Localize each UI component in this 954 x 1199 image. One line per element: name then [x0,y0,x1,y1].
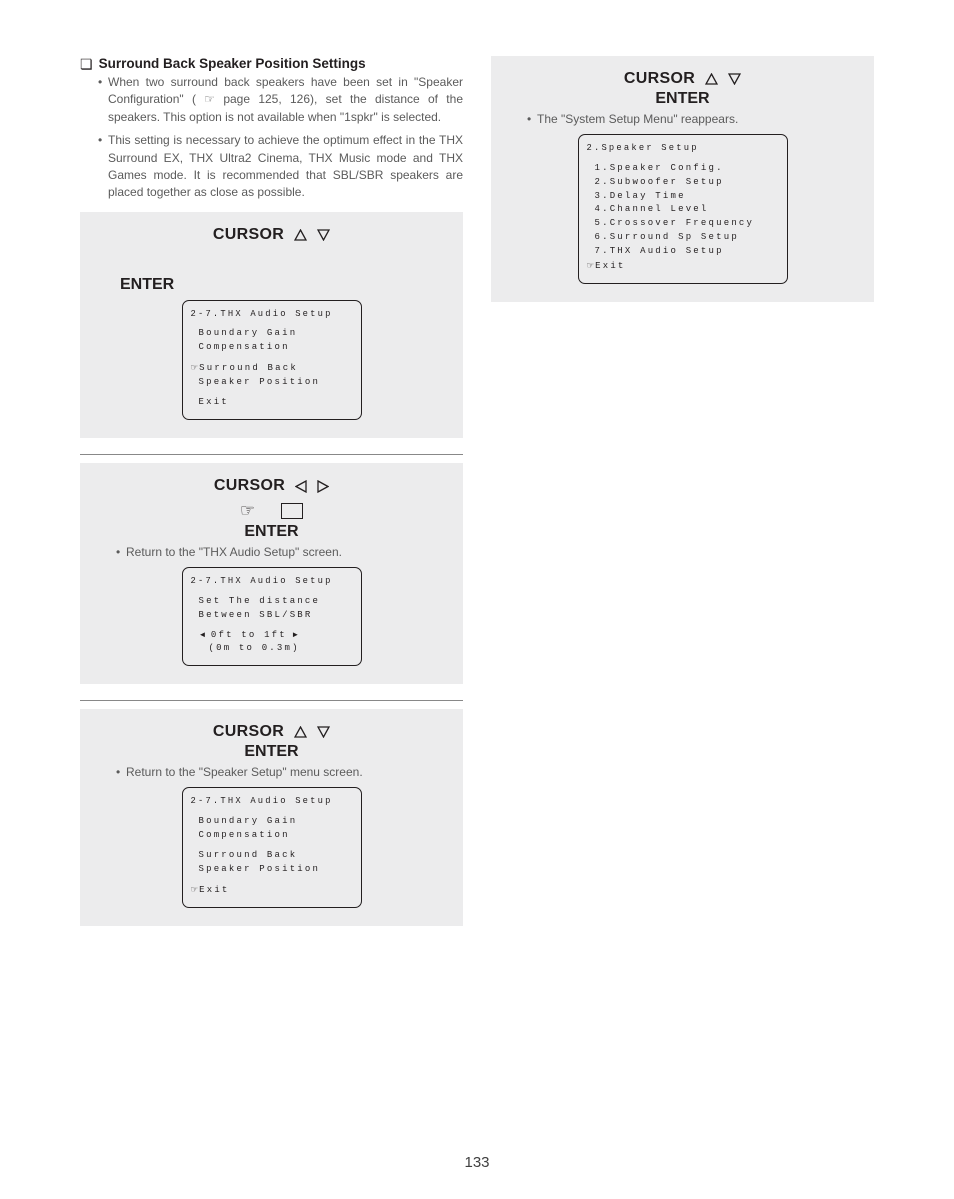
screen-exit: Exit [191,396,353,410]
screen-line: Boundary Gain [191,815,353,829]
triangle-left-icon [295,480,307,493]
screen-title: 2.Speaker Setup [587,142,779,156]
left-column: ❏ Surround Back Speaker Position Setting… [80,56,463,932]
page-ref-box [281,503,303,519]
menu-item: 5.Crossover Frequency [587,217,779,231]
screen-line: Surround Back [191,849,353,863]
screen-line: Speaker Position [191,376,353,390]
step2-block: CURSOR ☞ ENTER Return to the "THX Audio … [80,463,463,684]
menu-item: 2.Subwoofer Setup [587,176,779,190]
right-block: CURSOR ENTER The "System Setup Menu" rea… [491,56,874,302]
screen-line: Compensation [191,829,353,843]
step3-block: CURSOR ENTER Return to the "Speaker Setu… [80,709,463,925]
intro-bullet-1: When two surround back speakers have bee… [98,74,463,126]
section-heading: Surround Back Speaker Position Settings [99,56,366,71]
screen-line: Between SBL/SBR [191,609,353,623]
triangle-down-icon [317,229,330,241]
divider [80,454,463,455]
enter-label: ENTER [94,743,449,761]
screen-value-row: ◄ 0ft to 1ft ► [191,629,353,643]
enter-label: ENTER [505,90,860,108]
cursor-label: CURSOR [213,226,284,244]
menu-item: 3.Delay Time [587,190,779,204]
step2-screen: 2-7.THX Audio Setup Set The distance Bet… [182,567,362,666]
screen-value-sub: (0m to 0.3m) [191,642,353,656]
screen-line: Compensation [191,341,353,355]
step2-cursor-row: CURSOR [94,477,449,495]
step3-note: Return to the "Speaker Setup" menu scree… [116,765,449,779]
enter-label: ENTER [94,523,449,541]
step2-note: Return to the "THX Audio Setup" screen. [116,545,449,559]
menu-item: 1.Speaker Config. [587,162,779,176]
screen-line-selected: Surround Back [191,361,353,376]
screen-title: 2-7.THX Audio Setup [191,308,353,322]
step3-cursor-row: CURSOR [94,723,449,741]
screen-title: 2-7.THX Audio Setup [191,575,353,589]
intro-bullets: When two surround back speakers have bee… [98,74,463,202]
triangle-right-icon [317,480,329,493]
screen-exit-selected: Exit [191,883,353,898]
cursor-label: CURSOR [213,723,284,741]
right-note: The "System Setup Menu" reappears. [527,112,860,126]
screen-line: Speaker Position [191,863,353,877]
triangle-up-icon [294,229,307,241]
menu-item: 4.Channel Level [587,203,779,217]
hand-point-icon: ☞ [240,501,255,521]
screen-exit-selected: Exit [587,259,779,274]
step3-screen: 2-7.THX Audio Setup Boundary Gain Compen… [182,787,362,907]
triangle-up-icon [705,73,718,85]
triangle-down-icon [728,73,741,85]
step1-block: CURSOR ENTER 2-7.THX Audio Setup Boundar… [80,212,463,438]
screen-line: Boundary Gain [191,327,353,341]
triangle-down-icon [317,726,330,738]
divider [80,700,463,701]
cursor-label: CURSOR [624,70,695,88]
step1-screen: 2-7.THX Audio Setup Boundary Gain Compen… [182,300,362,420]
triangle-up-icon [294,726,307,738]
screen-line: Set The distance [191,595,353,609]
page-ref-row: ☞ [94,501,449,521]
cursor-label: CURSOR [214,477,285,495]
intro-bullet-2: This setting is necessary to achieve the… [98,132,463,202]
section-heading-row: ❏ Surround Back Speaker Position Setting… [80,56,463,71]
right-cursor-row: CURSOR [505,70,860,88]
screen-title: 2-7.THX Audio Setup [191,795,353,809]
menu-item: 7.THX Audio Setup [587,245,779,259]
step1-cursor-row: CURSOR [94,226,449,244]
right-column: CURSOR ENTER The "System Setup Menu" rea… [491,56,874,932]
page-number: 133 [0,1154,954,1171]
right-screen: 2.Speaker Setup 1.Speaker Config. 2.Subw… [578,134,788,284]
square-bullet-icon: ❏ [80,57,93,71]
menu-item: 6.Surround Sp Setup [587,231,779,245]
enter-label: ENTER [120,276,449,294]
